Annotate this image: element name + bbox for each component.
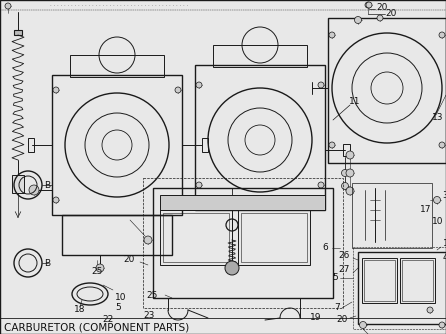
Circle shape (144, 236, 152, 244)
Circle shape (427, 307, 433, 313)
Circle shape (318, 182, 324, 188)
Circle shape (342, 169, 348, 176)
Text: 6: 6 (322, 243, 328, 253)
Circle shape (318, 82, 324, 88)
Text: 5: 5 (332, 274, 338, 283)
Bar (52, 75, 182, 215)
Text: 25: 25 (147, 291, 158, 300)
Text: 20: 20 (124, 256, 135, 265)
Bar (400, 258, 435, 303)
Bar (12, 175, 24, 193)
Circle shape (329, 32, 335, 38)
Text: 20: 20 (385, 8, 396, 17)
Circle shape (439, 32, 445, 38)
Text: . . . . . . . . . . . . . . . . . . . . . . . . . . . . . . . . . . . . . . . .: . . . . . . . . . . . . . . . . . . . . … (50, 2, 188, 7)
Text: 4: 4 (443, 254, 446, 263)
Circle shape (329, 142, 335, 148)
Bar (364, 260, 395, 301)
Text: 15: 15 (443, 238, 446, 247)
Circle shape (346, 169, 354, 177)
Bar (153, 188, 333, 298)
Circle shape (439, 322, 445, 328)
Bar (238, 210, 310, 265)
Text: 11: 11 (349, 98, 361, 107)
Bar (358, 252, 446, 324)
Bar (163, 213, 229, 262)
Circle shape (366, 2, 372, 8)
Circle shape (175, 87, 181, 93)
Text: 17: 17 (420, 205, 431, 214)
Bar (328, 18, 446, 163)
Circle shape (196, 82, 202, 88)
Bar (160, 210, 232, 265)
Bar (213, 45, 307, 67)
Circle shape (355, 16, 362, 23)
Text: CARBURETOR (COMPONENT PARTS): CARBURETOR (COMPONENT PARTS) (4, 322, 189, 332)
Text: B: B (44, 259, 50, 268)
Bar (343, 144, 350, 156)
Circle shape (365, 2, 371, 8)
Circle shape (434, 196, 441, 203)
Circle shape (359, 322, 367, 329)
Bar (402, 260, 433, 301)
Bar (195, 65, 325, 210)
Text: 10: 10 (432, 217, 443, 226)
Text: 19: 19 (310, 314, 322, 323)
Text: 20: 20 (376, 3, 388, 12)
Text: 27: 27 (339, 266, 350, 275)
Circle shape (346, 187, 354, 195)
Text: 26: 26 (339, 250, 350, 260)
Text: 25: 25 (91, 268, 103, 277)
Bar (28, 138, 34, 152)
Text: 18: 18 (74, 306, 86, 315)
Bar (62, 215, 172, 255)
Circle shape (5, 3, 11, 9)
Bar (143, 178, 343, 308)
Circle shape (53, 87, 59, 93)
Circle shape (346, 151, 354, 159)
Text: 5: 5 (115, 304, 121, 313)
Bar (353, 247, 446, 329)
Text: B: B (44, 180, 50, 189)
Bar (160, 195, 325, 210)
Text: 7: 7 (334, 304, 340, 313)
Text: 13: 13 (431, 114, 443, 123)
Text: 23: 23 (144, 311, 155, 320)
Circle shape (439, 142, 445, 148)
Text: 22: 22 (102, 316, 113, 325)
Circle shape (377, 15, 383, 21)
Bar (70, 55, 164, 77)
Bar (352, 183, 432, 248)
Circle shape (225, 261, 239, 275)
Circle shape (29, 185, 39, 195)
Bar (241, 213, 307, 262)
Circle shape (53, 197, 59, 203)
Circle shape (175, 197, 181, 203)
Circle shape (196, 182, 202, 188)
Circle shape (342, 182, 348, 189)
Bar (14, 30, 22, 35)
Text: 3: 3 (442, 190, 446, 199)
Bar (202, 138, 208, 152)
Text: 20: 20 (337, 316, 348, 325)
Text: 10: 10 (115, 294, 127, 303)
Circle shape (96, 264, 104, 272)
Bar (362, 258, 397, 303)
